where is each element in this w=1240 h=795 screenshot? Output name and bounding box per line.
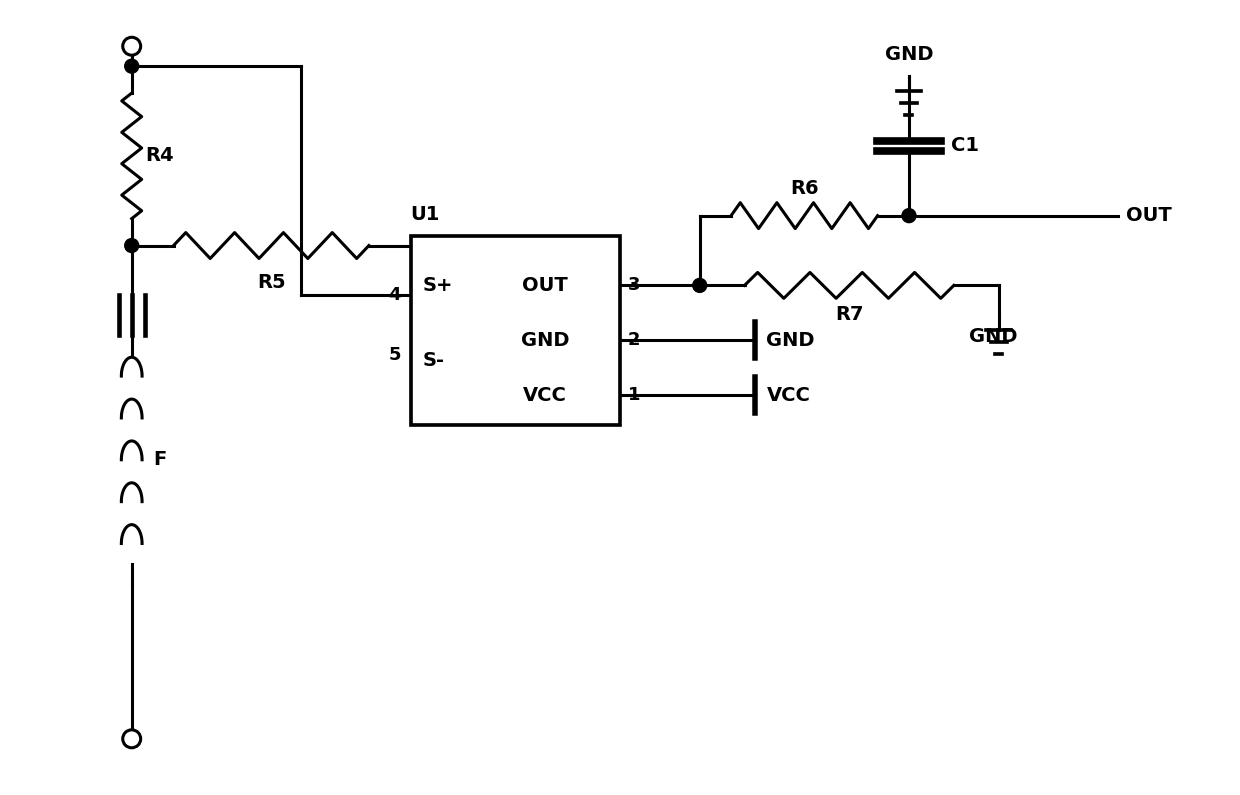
Text: S+: S+ (423, 276, 453, 295)
Text: R5: R5 (257, 273, 285, 293)
Text: 2: 2 (627, 332, 641, 349)
Text: OUT: OUT (1126, 206, 1172, 225)
Circle shape (901, 208, 916, 223)
Text: GND: GND (521, 331, 569, 350)
Text: VCC: VCC (766, 386, 811, 405)
Text: 1: 1 (627, 386, 641, 404)
Text: GND: GND (884, 45, 934, 64)
Bar (410, 235, 620, 425)
Text: S-: S- (423, 351, 445, 370)
Text: GND: GND (970, 328, 1018, 347)
Circle shape (693, 278, 707, 293)
Circle shape (123, 730, 140, 748)
Text: VCC: VCC (523, 386, 567, 405)
Text: GND: GND (766, 331, 815, 350)
Circle shape (123, 37, 140, 55)
Circle shape (125, 59, 139, 73)
Text: 5: 5 (388, 346, 401, 364)
Text: R6: R6 (790, 179, 818, 198)
Text: OUT: OUT (522, 276, 568, 295)
Text: U1: U1 (410, 204, 440, 223)
Text: R4: R4 (145, 146, 175, 165)
Text: 4: 4 (388, 286, 401, 304)
Text: R7: R7 (835, 305, 863, 324)
Text: F: F (154, 450, 167, 469)
Circle shape (125, 238, 139, 253)
Text: C1: C1 (951, 137, 978, 155)
Text: 3: 3 (627, 277, 641, 294)
